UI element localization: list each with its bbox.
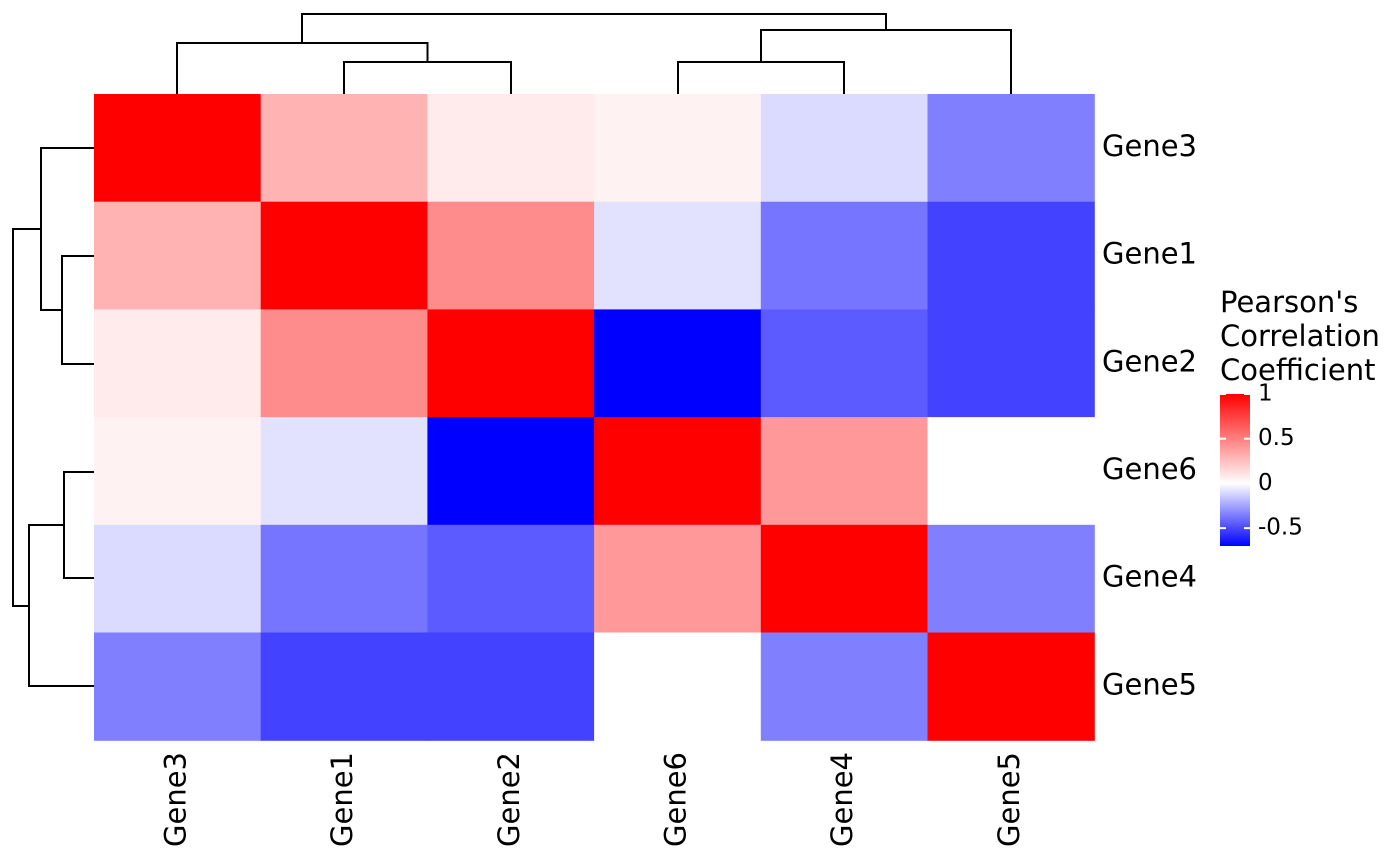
heatmap-cell [927, 632, 1095, 741]
row-label: Gene3 [1102, 129, 1197, 163]
heatmap-cell [594, 417, 762, 526]
column-label: Gene4 [825, 752, 859, 847]
column-label: Gene3 [158, 752, 192, 847]
heatmap-cell [760, 309, 929, 418]
row-label: Gene1 [1102, 237, 1197, 271]
dendrogram-branch [677, 61, 845, 94]
dendrogram-branch [12, 228, 41, 607]
row-labels: Gene3 Gene1 Gene2 Gene6 Gene4 Gene5 [1102, 129, 1197, 701]
row-label: Gene5 [1102, 667, 1197, 701]
row-label: Gene4 [1102, 560, 1197, 594]
heatmap-cell [94, 524, 262, 634]
heatmap-cell [94, 201, 262, 310]
column-label: Gene2 [492, 752, 526, 847]
row-dendrogram [12, 147, 94, 687]
heatmap-cell [760, 201, 929, 310]
heatmap-cell [760, 94, 929, 203]
column-label: Gene1 [325, 752, 359, 847]
heatmap-cell [260, 524, 428, 634]
heatmap-cell [760, 417, 929, 526]
heatmap-cells [94, 94, 1095, 741]
heatmap-cell [927, 201, 1095, 310]
row-label: Gene6 [1102, 452, 1197, 486]
column-dendrogram [176, 13, 1012, 94]
dendrogram-branch [63, 471, 94, 579]
legend-tick-label: 1 [1258, 381, 1273, 407]
heatmap-cell [427, 309, 595, 418]
row-label: Gene2 [1102, 344, 1197, 378]
legend-tick-label: 0 [1258, 470, 1273, 496]
heatmap-cell [594, 309, 762, 418]
dendrogram-branch [343, 61, 512, 94]
column-label: Gene6 [658, 752, 692, 847]
heatmap-cell [927, 524, 1095, 634]
legend-color-bar [1220, 394, 1250, 546]
column-labels: Gene3 Gene1 Gene2 Gene6 Gene4 Gene5 [158, 752, 1026, 847]
heatmap-cell [94, 632, 262, 741]
heatmap-cell [94, 417, 262, 526]
heatmap-cell [260, 417, 428, 526]
color-legend: Pearson's Correlation Coefficient 1 0.5 0 -… [1220, 285, 1380, 546]
heatmap-cell [94, 309, 262, 418]
heatmap-cell [260, 632, 428, 741]
heatmap-cell [427, 417, 595, 526]
dendrogram-branch [61, 255, 94, 365]
heatmap-cell [427, 632, 595, 741]
legend-tick-label: 0.5 [1258, 425, 1295, 451]
heatmap-cell [427, 94, 595, 203]
dendrogram-branch [176, 42, 429, 94]
heatmap-cell [594, 201, 762, 310]
legend-title-line-1: Pearson's [1220, 285, 1358, 319]
heatmap-cell [94, 94, 262, 203]
heatmap-cell [594, 524, 762, 634]
legend-title-line-3: Coefficient [1220, 353, 1375, 387]
heatmap-cell [594, 632, 762, 741]
dendrogram-branch [40, 147, 94, 311]
dendrogram-branch [28, 524, 94, 687]
heatmap-cell [427, 201, 595, 310]
heatmap-cell [927, 417, 1095, 526]
legend-ticks: 1 0.5 0 -0.5 [1220, 381, 1303, 541]
heatmap-cell [927, 94, 1095, 203]
heatmap-cell [260, 201, 428, 310]
legend-title-line-2: Correlation [1220, 319, 1380, 353]
heatmap-cell [760, 524, 929, 634]
heatmap-cell [427, 524, 595, 634]
heatmap-cell [260, 94, 428, 203]
column-label: Gene5 [992, 752, 1026, 847]
heatmap-cell [760, 632, 929, 741]
legend-tick-label: -0.5 [1258, 515, 1303, 541]
dendrogram-branch [301, 13, 887, 43]
heatmap-cell [594, 94, 762, 203]
heatmap-cell [260, 309, 428, 418]
heatmap-cell [927, 309, 1095, 418]
